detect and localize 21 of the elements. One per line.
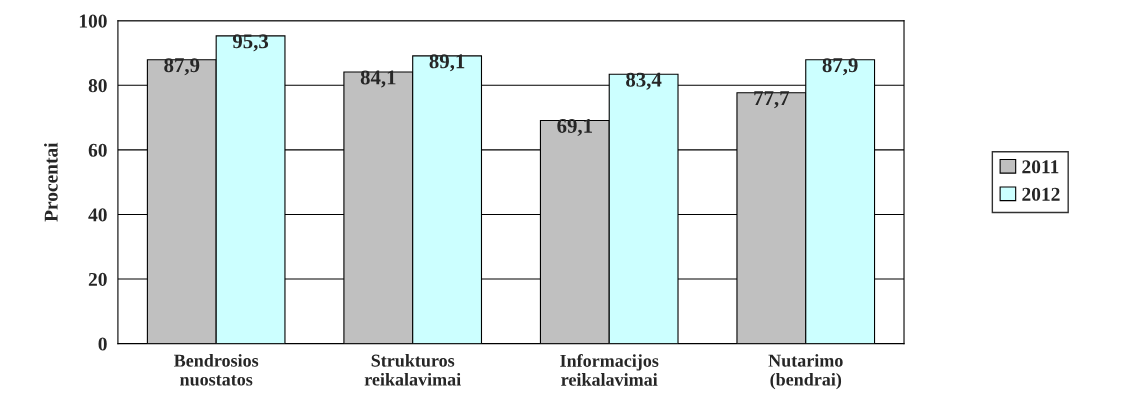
x-tick-label: Strukturos reikalavimai (364, 354, 461, 386)
y-tick-label: 20 (88, 272, 107, 286)
x-tick-label: Nutarimo (bendrai) (768, 354, 843, 390)
data-label: 84,1 (360, 70, 396, 88)
y-tick-label: 40 (88, 208, 107, 222)
legend-label: 2012 (1022, 187, 1060, 201)
data-label: 69,1 (557, 118, 592, 136)
data-label: 87,9 (164, 58, 200, 76)
y-tick-label: 0 (98, 337, 107, 351)
x-tick-label: Informacijos reikalavimai (560, 354, 659, 386)
legend-label: 2011 (1022, 160, 1059, 174)
y-axis-title: Procentai (44, 142, 58, 222)
y-tick-label: 80 (88, 79, 107, 93)
x-tick-label: Bendrosios nuostatos (173, 354, 259, 386)
data-label: 89,1 (429, 54, 465, 72)
data-label: 83,4 (626, 72, 662, 90)
data-label: 77,7 (754, 91, 790, 109)
data-label: 95,3 (232, 34, 269, 52)
y-tick-label: 60 (88, 143, 107, 157)
y-tick-label: 100 (79, 14, 107, 28)
data-label: 87,9 (822, 58, 858, 76)
